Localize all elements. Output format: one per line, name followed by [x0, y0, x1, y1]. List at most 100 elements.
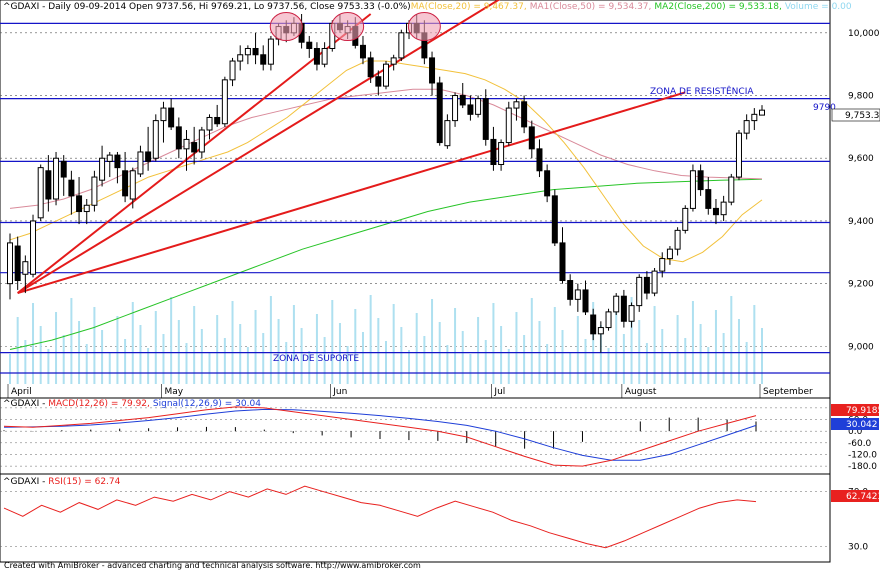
candle-down [14, 245, 21, 282]
candle-down [114, 154, 121, 169]
signal-line [3, 408, 757, 461]
rsi-line [3, 485, 757, 549]
macd-value: 79.9185 [846, 406, 880, 416]
candle-down [643, 276, 650, 294]
candle-up [390, 57, 397, 65]
candle-down [490, 138, 497, 166]
candle-down [175, 126, 182, 150]
candle-down [705, 189, 712, 209]
candle-down [590, 314, 597, 335]
month-label: September [763, 387, 813, 397]
macd-label: MACD(12,26) = 79.92, [48, 399, 150, 409]
candle-up [83, 204, 90, 213]
month-label: August [625, 387, 657, 397]
candle-up [682, 207, 689, 231]
last-close-label: 9,753.33 [845, 111, 880, 121]
candle-up [267, 38, 274, 65]
top-highlight-circle [407, 12, 441, 42]
candle-up [137, 151, 144, 175]
candle-up [444, 120, 451, 147]
candle-up [99, 157, 106, 181]
price-header: ^GDAXI - Daily 09-09-2014 Open 9737.56, … [3, 2, 852, 12]
candle-down [168, 107, 175, 128]
candle-up [22, 261, 29, 275]
candle-down [122, 170, 129, 197]
signal-label: Signal(12,26,9) = 30.04 [153, 399, 261, 409]
grid-lines [0, 32, 830, 347]
candle-down [567, 280, 574, 300]
candle-up [513, 101, 520, 109]
candle-down [697, 170, 704, 191]
trend-line [17, 91, 686, 295]
price-tick-label: 9,200 [848, 280, 874, 290]
candle-up [398, 32, 405, 59]
top-highlights [269, 12, 441, 42]
price-tick-label: 9,800 [848, 92, 874, 102]
last-close-box [831, 108, 880, 122]
candle-up [183, 138, 190, 150]
candle-up [666, 248, 673, 260]
price-tick-label: 9,000 [848, 342, 874, 352]
candle-up [53, 157, 60, 200]
candle-up [244, 47, 251, 56]
ma20-label: MA(Close,20) = 9,467.37, [411, 2, 527, 12]
candle-down [528, 126, 535, 150]
resistance-label: ZONA DE RESISTÊNCIA [650, 85, 754, 97]
candle-up [37, 167, 44, 219]
candle-down [313, 47, 320, 65]
candle-up [30, 220, 37, 275]
candle-up [628, 305, 635, 322]
price-tick-label: 9,400 [848, 217, 874, 227]
rsi-header: ^GDAXI - RSI(15) = 62.74 [3, 477, 121, 487]
candle-up [321, 47, 328, 65]
candle-down [214, 116, 221, 125]
candle-up [689, 170, 696, 209]
trend-line [17, 0, 501, 294]
month-label: April [11, 387, 32, 397]
candle-up [605, 311, 612, 329]
candlesticks [7, 14, 765, 353]
candle-down [260, 54, 267, 65]
candle-up [221, 79, 228, 125]
rsi-label: RSI(15) = 62.74 [48, 477, 120, 487]
macd-tick-label: -60.0 [848, 439, 872, 449]
month-label: May [164, 387, 183, 397]
macd-lines: 120.060.00.0-60.0-120.0-180.0 [0, 404, 877, 472]
candle-down [76, 195, 83, 213]
candle-down [359, 44, 366, 59]
candle-up [728, 176, 735, 203]
support-label: ZONA DE SUPORTE [273, 354, 359, 364]
price-tick-label: 10,000 [848, 29, 880, 39]
candle-up [659, 258, 666, 272]
candle-down [536, 148, 543, 172]
macd-tick-label: 0.0 [848, 427, 863, 437]
candle-up [129, 170, 136, 200]
month-label: Jul [493, 387, 505, 397]
candle-down [367, 57, 374, 78]
ma50-label: MA1(Close,50) = 9,534.37, [530, 2, 652, 12]
candle-up [597, 327, 604, 335]
top-highlight-circle [269, 12, 303, 42]
candle-down [467, 104, 474, 115]
macd-tick-label: -120.0 [848, 450, 877, 460]
candle-down [436, 82, 443, 144]
ma50-line [9, 88, 763, 209]
candle-up [720, 201, 727, 216]
candle-up [229, 60, 236, 81]
candle-up [152, 120, 159, 159]
ma200-line [9, 178, 763, 350]
candle-down [459, 95, 466, 106]
signal-value: 30.042 [846, 420, 878, 430]
top-highlight-circle [331, 12, 365, 42]
candle-down [252, 47, 259, 56]
candle-up [574, 289, 581, 300]
candle-up [206, 116, 213, 131]
macd-header: ^GDAXI - MACD(12,26) = 79.92, Signal(12,2… [3, 399, 261, 409]
candle-down [68, 179, 75, 197]
candle-down [544, 170, 551, 197]
candle-down [551, 195, 558, 244]
candle-up [452, 95, 459, 122]
candle-up [759, 109, 765, 116]
macd-line [3, 406, 757, 467]
